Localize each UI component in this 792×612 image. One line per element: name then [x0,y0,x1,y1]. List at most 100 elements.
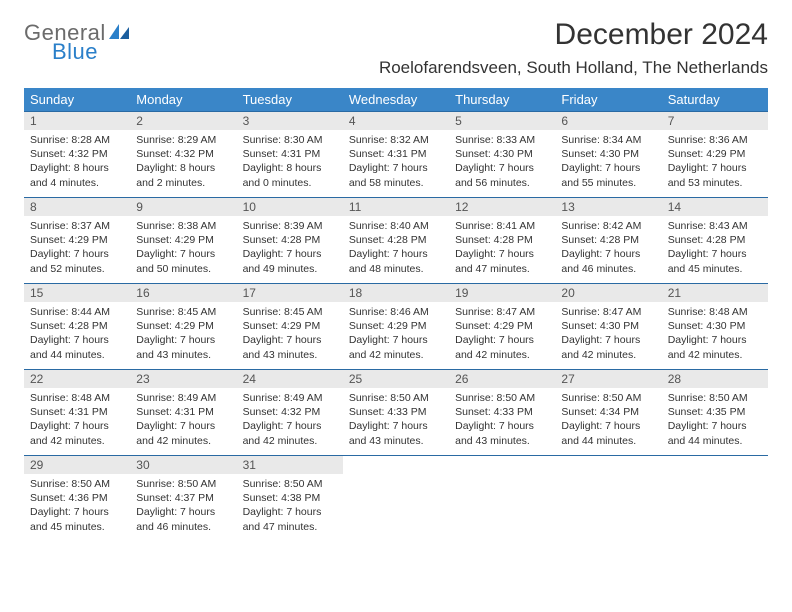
day-body: Sunrise: 8:44 AMSunset: 4:28 PMDaylight:… [24,302,130,366]
day-number: 11 [343,198,449,216]
day-body: Sunrise: 8:34 AMSunset: 4:30 PMDaylight:… [555,130,661,194]
day-number: 29 [24,456,130,474]
day-body: Sunrise: 8:45 AMSunset: 4:29 PMDaylight:… [130,302,236,366]
day-body: Sunrise: 8:49 AMSunset: 4:31 PMDaylight:… [130,388,236,452]
day-body: Sunrise: 8:50 AMSunset: 4:35 PMDaylight:… [662,388,768,452]
weekday-header: Friday [555,88,661,112]
day-number: 24 [237,370,343,388]
day-body: Sunrise: 8:50 AMSunset: 4:38 PMDaylight:… [237,474,343,538]
logo-text-blue: Blue [52,41,131,63]
calendar-cell: 16Sunrise: 8:45 AMSunset: 4:29 PMDayligh… [130,284,236,370]
day-body: Sunrise: 8:48 AMSunset: 4:31 PMDaylight:… [24,388,130,452]
day-body: Sunrise: 8:39 AMSunset: 4:28 PMDaylight:… [237,216,343,280]
calendar-cell: 12Sunrise: 8:41 AMSunset: 4:28 PMDayligh… [449,198,555,284]
weekday-header: Tuesday [237,88,343,112]
calendar-cell: 6Sunrise: 8:34 AMSunset: 4:30 PMDaylight… [555,112,661,198]
calendar-cell-empty: .. [662,456,768,542]
day-body: Sunrise: 8:40 AMSunset: 4:28 PMDaylight:… [343,216,449,280]
day-number: 18 [343,284,449,302]
day-body: Sunrise: 8:47 AMSunset: 4:29 PMDaylight:… [449,302,555,366]
logo: General Blue [24,22,131,63]
day-number: 30 [130,456,236,474]
calendar-cell: 30Sunrise: 8:50 AMSunset: 4:37 PMDayligh… [130,456,236,542]
calendar-cell: 17Sunrise: 8:45 AMSunset: 4:29 PMDayligh… [237,284,343,370]
location-text: Roelofarendsveen, South Holland, The Net… [379,58,768,78]
calendar-cell-empty: .. [449,456,555,542]
weekday-header: Wednesday [343,88,449,112]
day-body: Sunrise: 8:33 AMSunset: 4:30 PMDaylight:… [449,130,555,194]
calendar-cell: 22Sunrise: 8:48 AMSunset: 4:31 PMDayligh… [24,370,130,456]
day-body: Sunrise: 8:50 AMSunset: 4:37 PMDaylight:… [130,474,236,538]
calendar-cell: 29Sunrise: 8:50 AMSunset: 4:36 PMDayligh… [24,456,130,542]
day-body: Sunrise: 8:50 AMSunset: 4:33 PMDaylight:… [449,388,555,452]
weekday-header: Thursday [449,88,555,112]
day-number: 25 [343,370,449,388]
day-body: Sunrise: 8:43 AMSunset: 4:28 PMDaylight:… [662,216,768,280]
calendar-cell: 24Sunrise: 8:49 AMSunset: 4:32 PMDayligh… [237,370,343,456]
day-body: Sunrise: 8:38 AMSunset: 4:29 PMDaylight:… [130,216,236,280]
day-number: 1 [24,112,130,130]
day-number: 31 [237,456,343,474]
day-body: Sunrise: 8:32 AMSunset: 4:31 PMDaylight:… [343,130,449,194]
calendar-cell: 19Sunrise: 8:47 AMSunset: 4:29 PMDayligh… [449,284,555,370]
day-number: 2 [130,112,236,130]
day-number: 13 [555,198,661,216]
day-number: 21 [662,284,768,302]
day-number: 5 [449,112,555,130]
month-title: December 2024 [379,18,768,52]
day-body: Sunrise: 8:50 AMSunset: 4:36 PMDaylight:… [24,474,130,538]
day-body: Sunrise: 8:28 AMSunset: 4:32 PMDaylight:… [24,130,130,194]
day-number: 26 [449,370,555,388]
calendar-row: 22Sunrise: 8:48 AMSunset: 4:31 PMDayligh… [24,370,768,456]
calendar-table: Sunday Monday Tuesday Wednesday Thursday… [24,88,768,542]
calendar-cell-empty: .. [555,456,661,542]
day-body: Sunrise: 8:37 AMSunset: 4:29 PMDaylight:… [24,216,130,280]
day-number: 10 [237,198,343,216]
calendar-cell: 23Sunrise: 8:49 AMSunset: 4:31 PMDayligh… [130,370,236,456]
calendar-cell: 14Sunrise: 8:43 AMSunset: 4:28 PMDayligh… [662,198,768,284]
calendar-cell: 27Sunrise: 8:50 AMSunset: 4:34 PMDayligh… [555,370,661,456]
day-body: Sunrise: 8:50 AMSunset: 4:33 PMDaylight:… [343,388,449,452]
calendar-cell: 3Sunrise: 8:30 AMSunset: 4:31 PMDaylight… [237,112,343,198]
calendar-cell: 25Sunrise: 8:50 AMSunset: 4:33 PMDayligh… [343,370,449,456]
day-body: Sunrise: 8:46 AMSunset: 4:29 PMDaylight:… [343,302,449,366]
day-number: 16 [130,284,236,302]
calendar-cell: 20Sunrise: 8:47 AMSunset: 4:30 PMDayligh… [555,284,661,370]
day-body: Sunrise: 8:42 AMSunset: 4:28 PMDaylight:… [555,216,661,280]
day-number: 23 [130,370,236,388]
day-body: Sunrise: 8:45 AMSunset: 4:29 PMDaylight:… [237,302,343,366]
day-number: 15 [24,284,130,302]
calendar-cell: 28Sunrise: 8:50 AMSunset: 4:35 PMDayligh… [662,370,768,456]
calendar-cell: 10Sunrise: 8:39 AMSunset: 4:28 PMDayligh… [237,198,343,284]
day-body: Sunrise: 8:29 AMSunset: 4:32 PMDaylight:… [130,130,236,194]
day-number: 6 [555,112,661,130]
day-body: Sunrise: 8:36 AMSunset: 4:29 PMDaylight:… [662,130,768,194]
day-body: Sunrise: 8:50 AMSunset: 4:34 PMDaylight:… [555,388,661,452]
day-number: 12 [449,198,555,216]
weekday-header-row: Sunday Monday Tuesday Wednesday Thursday… [24,88,768,112]
calendar-cell: 7Sunrise: 8:36 AMSunset: 4:29 PMDaylight… [662,112,768,198]
day-body: Sunrise: 8:49 AMSunset: 4:32 PMDaylight:… [237,388,343,452]
calendar-row: 8Sunrise: 8:37 AMSunset: 4:29 PMDaylight… [24,198,768,284]
day-number: 17 [237,284,343,302]
weekday-header: Saturday [662,88,768,112]
day-body: Sunrise: 8:48 AMSunset: 4:30 PMDaylight:… [662,302,768,366]
calendar-cell-empty: .. [343,456,449,542]
calendar-cell: 1Sunrise: 8:28 AMSunset: 4:32 PMDaylight… [24,112,130,198]
day-number: 27 [555,370,661,388]
calendar-row: 29Sunrise: 8:50 AMSunset: 4:36 PMDayligh… [24,456,768,542]
calendar-row: 15Sunrise: 8:44 AMSunset: 4:28 PMDayligh… [24,284,768,370]
day-number: 4 [343,112,449,130]
day-number: 9 [130,198,236,216]
calendar-cell: 13Sunrise: 8:42 AMSunset: 4:28 PMDayligh… [555,198,661,284]
day-body: Sunrise: 8:30 AMSunset: 4:31 PMDaylight:… [237,130,343,194]
calendar-cell: 26Sunrise: 8:50 AMSunset: 4:33 PMDayligh… [449,370,555,456]
calendar-cell: 5Sunrise: 8:33 AMSunset: 4:30 PMDaylight… [449,112,555,198]
day-body: Sunrise: 8:41 AMSunset: 4:28 PMDaylight:… [449,216,555,280]
calendar-cell: 4Sunrise: 8:32 AMSunset: 4:31 PMDaylight… [343,112,449,198]
day-number: 3 [237,112,343,130]
calendar-cell: 31Sunrise: 8:50 AMSunset: 4:38 PMDayligh… [237,456,343,542]
day-number: 14 [662,198,768,216]
header: General Blue December 2024 Roelofarendsv… [24,18,768,78]
day-number: 28 [662,370,768,388]
